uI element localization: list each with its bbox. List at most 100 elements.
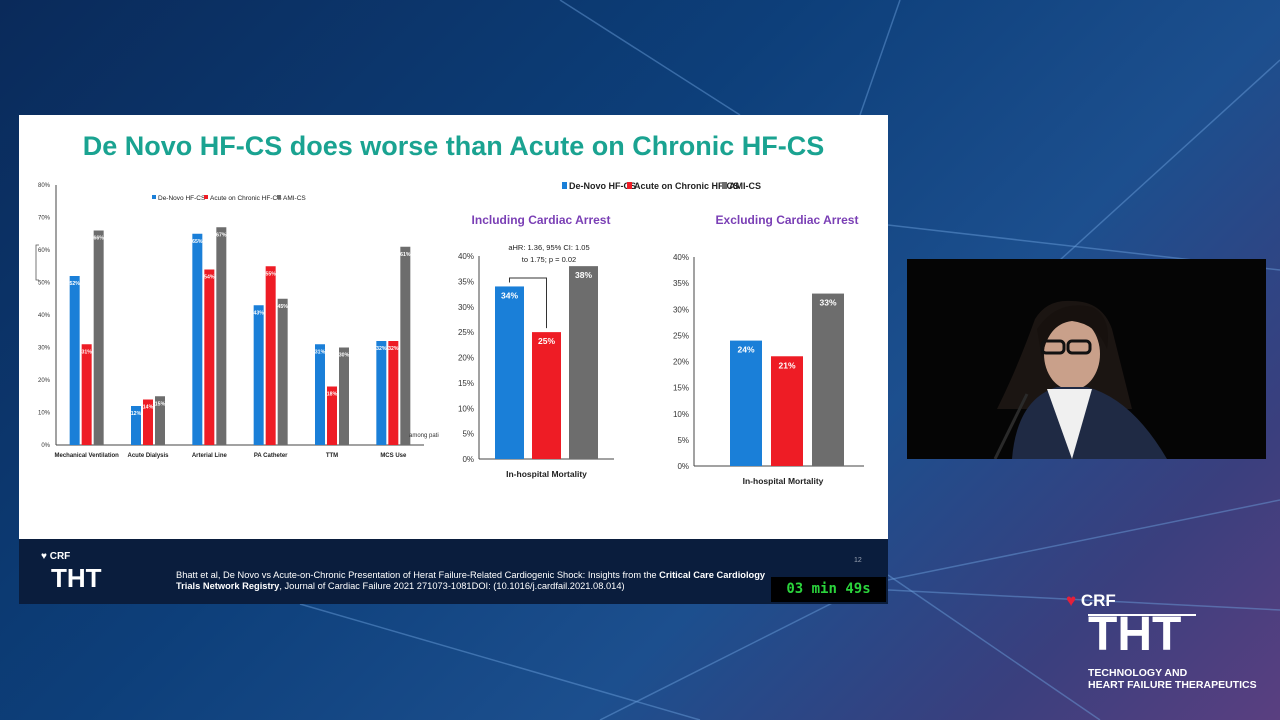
bar-value-label: 14% bbox=[143, 405, 154, 411]
bar-ami-cs-pa-catheter bbox=[277, 298, 288, 445]
y-tick-label: 40% bbox=[38, 313, 51, 319]
panel-title: Excluding Cardiac Arrest bbox=[716, 213, 859, 227]
y-tick-label: 35% bbox=[673, 279, 689, 288]
slide-footer: ♥ CRF THT 12 Bhatt et al, De Novo vs Acu… bbox=[19, 539, 888, 604]
y-tick-label: 40% bbox=[673, 253, 689, 262]
bar-value-label: 32% bbox=[388, 346, 399, 352]
significance-bracket bbox=[509, 277, 547, 329]
y-tick-label: 35% bbox=[458, 277, 474, 286]
brand-tht: THT bbox=[1088, 608, 1182, 661]
y-tick-label: 5% bbox=[462, 430, 474, 439]
bar-acute-on-chronic-hf-cs bbox=[771, 356, 803, 466]
y-tick-label: 15% bbox=[673, 384, 689, 393]
bar-ami-cs bbox=[569, 266, 598, 459]
legend-swatch-ami-cs bbox=[277, 195, 281, 199]
y-tick-label: 70% bbox=[38, 216, 51, 222]
bar-value-label: 31% bbox=[81, 349, 92, 355]
bar-value-label: 18% bbox=[327, 392, 338, 398]
speaker-silhouette bbox=[907, 259, 1266, 459]
bar-de-novo-hf-cs-arterial-line bbox=[192, 233, 203, 445]
y-tick-label: 30% bbox=[673, 305, 689, 314]
bar-value-label: 24% bbox=[737, 345, 754, 355]
x-tick-label: Acute Dialysis bbox=[127, 453, 169, 459]
y-tick-label: 10% bbox=[458, 404, 474, 413]
x-tick-label: Arterial Line bbox=[192, 453, 228, 459]
bar-de-novo-hf-cs bbox=[495, 286, 524, 459]
y-tick-label: 50% bbox=[38, 281, 51, 287]
bar-value-label: 34% bbox=[501, 290, 518, 300]
including-cardiac-arrest-chart: Including Cardiac Arrest 0% 5% 10% 15% 20% 25%… bbox=[458, 213, 614, 479]
y-tick-label: 30% bbox=[458, 303, 474, 312]
bar-ami-cs-arterial-line bbox=[216, 227, 227, 445]
y-tick-label: 0% bbox=[41, 443, 50, 449]
bar-de-novo-hf-cs-acute-dialysis bbox=[131, 406, 141, 445]
bar-value-label: 43% bbox=[253, 310, 264, 316]
y-tick-label: 20% bbox=[673, 358, 689, 367]
brand-crf: ♥ CRF bbox=[1066, 591, 1116, 610]
x-category-label: In-hospital Mortality bbox=[506, 469, 587, 479]
y-tick-label: 80% bbox=[38, 183, 51, 189]
x-tick-label: Mechanical Ventilation bbox=[54, 453, 119, 459]
y-tick-label: 60% bbox=[38, 248, 51, 254]
x-tick-label: TTM bbox=[326, 453, 338, 459]
bar-value-label: 15% bbox=[155, 401, 166, 407]
y-tick-label: 20% bbox=[38, 378, 51, 384]
bar-value-label: 38% bbox=[575, 270, 592, 280]
footer-tht-logo: THT bbox=[51, 563, 102, 593]
bar-value-label: 21% bbox=[778, 360, 795, 370]
bar-value-label: 45% bbox=[277, 304, 288, 310]
excluding-cardiac-arrest-chart: Excluding Cardiac Arrest 0% 5% 10% 15% 20% 25%… bbox=[673, 213, 864, 486]
y-tick-label: 40% bbox=[458, 252, 474, 261]
legend-swatch-de-novo-hf-cs bbox=[152, 195, 156, 199]
bar-ami-cs-ttm bbox=[339, 347, 349, 445]
bar-value-label: 61% bbox=[400, 252, 411, 258]
bar-value-label: 54% bbox=[204, 275, 215, 281]
presentation-slide: De Novo HF-CS does worse than Acute on C… bbox=[19, 115, 888, 604]
brand-subtitle: TECHNOLOGY AND HEART FAILURE THERAPEUTIC… bbox=[1088, 667, 1257, 691]
countdown-timer: 03 min 49s bbox=[771, 577, 886, 602]
y-tick-label: 0% bbox=[462, 455, 474, 464]
legend-swatch-acute-on-chronic-hf-cs bbox=[627, 182, 632, 189]
bar-acute-on-chronic-hf-cs-arterial-line bbox=[204, 269, 215, 445]
y-tick-label: 10% bbox=[38, 411, 51, 417]
x-tick-label: MCS Use bbox=[380, 453, 407, 459]
bracket-mark bbox=[35, 244, 39, 281]
procedures-bar-chart: 0% 10% 20% 30% 40% 50% 60% 70% 80% De-Novo HF-CS A… bbox=[35, 183, 439, 459]
y-tick-label: 10% bbox=[673, 410, 689, 419]
bar-value-label: 55% bbox=[265, 271, 276, 277]
legend-label-acute-on-chronic-hf-cs: Acute on Chronic HF-CS bbox=[634, 181, 739, 191]
bar-ami-cs-mcs-use bbox=[400, 246, 411, 445]
bar-value-label: 25% bbox=[538, 336, 555, 346]
bar-acute-on-chronic-hf-cs-mcs-use bbox=[388, 341, 399, 445]
legend-swatch-acute-on-chronic-hf-cs bbox=[204, 195, 208, 199]
bar-acute-on-chronic-hf-cs-ttm bbox=[327, 386, 337, 445]
cutoff-label: among patien bbox=[409, 433, 439, 439]
y-tick-label: 5% bbox=[677, 436, 689, 445]
legend-label-de-novo-hf-cs: De-Novo HF-CS bbox=[158, 195, 206, 202]
panel-title: Including Cardiac Arrest bbox=[472, 213, 611, 227]
y-tick-label: 0% bbox=[677, 462, 689, 471]
slide-title: De Novo HF-CS does worse than Acute on C… bbox=[82, 131, 825, 161]
annotation-line-1: aHR: 1.36, 95% CI: 1.05 bbox=[508, 243, 589, 252]
bar-de-novo-hf-cs-pa-catheter bbox=[253, 305, 264, 445]
legend-label-ami-cs: AMI-CS bbox=[729, 181, 761, 191]
x-tick-label: PA Catheter bbox=[254, 453, 288, 459]
bar-de-novo-hf-cs-mechanical-ventilation bbox=[69, 276, 80, 445]
y-tick-label: 15% bbox=[458, 379, 474, 388]
heart-icon: ♥ bbox=[1066, 591, 1077, 610]
citation: Bhatt et al, De Novo vs Acute-on-Chronic… bbox=[176, 570, 766, 591]
legend-label-de-novo-hf-cs: De-Novo HF-CS bbox=[569, 181, 636, 191]
y-tick-label: 20% bbox=[458, 354, 474, 363]
legend-swatch-ami-cs bbox=[722, 182, 727, 189]
brand-divider bbox=[1088, 614, 1196, 616]
bar-ami-cs bbox=[812, 293, 844, 466]
bar-value-label: 31% bbox=[315, 349, 326, 355]
bar-value-label: 66% bbox=[93, 236, 104, 242]
bar-value-label: 12% bbox=[131, 411, 142, 417]
bar-acute-on-chronic-hf-cs bbox=[532, 332, 561, 459]
annotation-line-2: to 1.75; p = 0.02 bbox=[522, 255, 576, 264]
bar-value-label: 30% bbox=[339, 353, 350, 359]
bar-ami-cs-acute-dialysis bbox=[155, 396, 165, 445]
